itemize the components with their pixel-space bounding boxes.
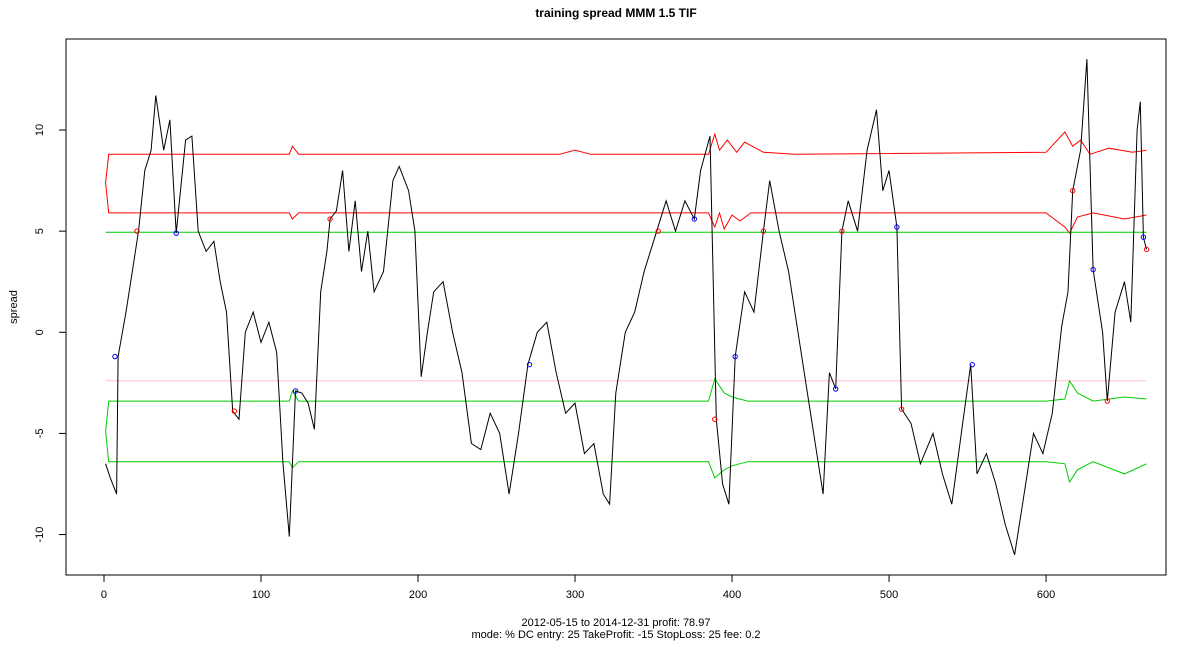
series-line xyxy=(105,182,1147,235)
point xyxy=(691,216,698,222)
y-tick-label: 0 xyxy=(34,329,46,335)
point xyxy=(732,353,738,360)
point xyxy=(1090,266,1096,273)
plot-frame xyxy=(65,38,1167,576)
x-tick-label: 0 xyxy=(101,589,107,601)
x-tick-label: 100 xyxy=(252,589,270,601)
x-tick-label: 300 xyxy=(566,589,584,601)
y-tick-label: 10 xyxy=(34,124,46,136)
point xyxy=(173,230,179,236)
series-line xyxy=(105,59,1147,555)
point xyxy=(526,361,533,368)
point xyxy=(832,386,839,392)
point xyxy=(1070,187,1076,194)
point xyxy=(839,228,845,234)
point xyxy=(327,216,333,222)
y-tick-label: -10 xyxy=(34,527,46,543)
x-tick-label: 600 xyxy=(1037,589,1055,601)
point xyxy=(292,388,299,394)
subtitle: 2012-05-15 to 2014-12-31 profit: 78.97 xyxy=(522,617,711,629)
y-tick-label: -5 xyxy=(34,429,46,439)
point xyxy=(231,408,238,414)
point xyxy=(1104,398,1110,404)
series-line xyxy=(105,131,1147,183)
subtitle: mode: % DC entry: 25 TakeProfit: -15 Sto… xyxy=(471,629,760,641)
point xyxy=(894,224,900,230)
y-axis-label: spread xyxy=(8,290,20,324)
x-tick-label: 500 xyxy=(880,589,898,601)
point xyxy=(1140,234,1147,240)
point xyxy=(969,361,975,368)
point xyxy=(898,406,905,412)
x-tick-label: 400 xyxy=(723,589,741,601)
point xyxy=(655,228,661,234)
series-line xyxy=(105,377,1147,432)
point xyxy=(1143,246,1150,253)
point xyxy=(760,228,767,234)
point xyxy=(134,228,140,234)
x-tick-label: 200 xyxy=(409,589,427,601)
point xyxy=(712,416,718,422)
y-tick-label: 5 xyxy=(34,228,46,234)
point xyxy=(112,353,118,360)
chart-title: training spread MMM 1.5 TIF xyxy=(535,6,696,20)
